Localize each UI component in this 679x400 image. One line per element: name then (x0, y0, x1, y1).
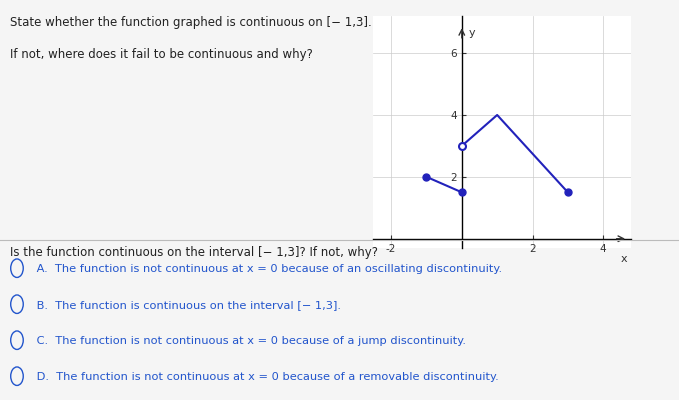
Text: x: x (621, 254, 627, 264)
Text: C.  The function is not continuous at x = 0 because of a jump discontinuity.: C. The function is not continuous at x =… (33, 336, 466, 346)
Text: Is the function continuous on the interval [− 1,3]? If not, why?: Is the function continuous on the interv… (10, 246, 378, 259)
Text: A.  The function is not continuous at x = 0 because of an oscillating discontinu: A. The function is not continuous at x =… (33, 264, 502, 274)
Text: D.  The function is not continuous at x = 0 because of a removable discontinuity: D. The function is not continuous at x =… (33, 372, 498, 382)
Text: State whether the function graphed is continuous on [− 1,3].: State whether the function graphed is co… (10, 16, 372, 29)
Text: B.  The function is continuous on the interval [− 1,3].: B. The function is continuous on the int… (33, 300, 341, 310)
Text: If not, where does it fail to be continuous and why?: If not, where does it fail to be continu… (10, 48, 313, 61)
Text: y: y (469, 28, 475, 38)
